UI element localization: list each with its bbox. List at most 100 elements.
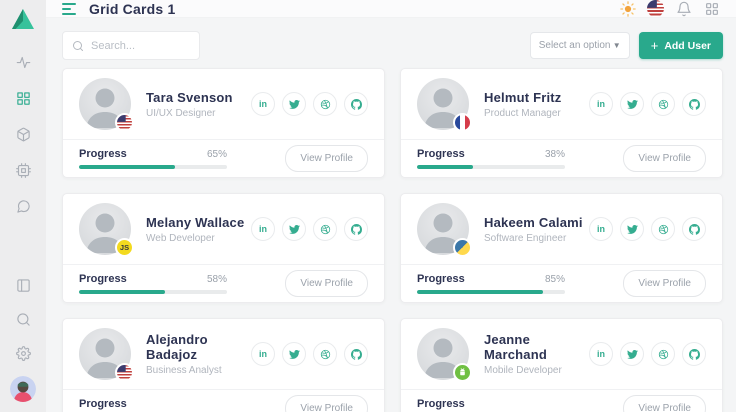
dribbble-button[interactable]: [313, 92, 337, 117]
dribbble-button[interactable]: [313, 342, 337, 367]
progress-label: Progress: [79, 148, 127, 161]
linkedin-icon: in: [259, 223, 267, 234]
github-button[interactable]: [344, 92, 368, 117]
dribbble-button[interactable]: [651, 217, 675, 242]
github-icon: [688, 348, 700, 360]
dribbble-button[interactable]: [651, 92, 675, 117]
language-us-flag-icon[interactable]: [647, 0, 664, 17]
linkedin-button[interactable]: in: [251, 92, 275, 117]
linkedin-button[interactable]: in: [589, 342, 613, 367]
progress-bar: [417, 165, 565, 170]
main-area: Grid Cards 1 Select an option ▼ +: [46, 0, 736, 412]
plus-icon: +: [650, 38, 659, 53]
sidebar-item-activity[interactable]: [5, 44, 41, 80]
user-role: Business Analyst: [146, 365, 222, 377]
activity-icon: [16, 56, 30, 68]
twitter-icon: [288, 349, 300, 359]
github-button[interactable]: [344, 342, 368, 367]
user-name: Hakeem Calami: [484, 214, 583, 230]
github-icon: [350, 223, 362, 235]
view-profile-button[interactable]: View Profile: [623, 395, 706, 412]
progress-percent: 58%: [206, 274, 227, 286]
view-profile-button[interactable]: View Profile: [623, 270, 706, 298]
view-profile-button[interactable]: View Profile: [285, 395, 368, 412]
sidebar-item-system[interactable]: [5, 152, 41, 188]
user-role: Mobile Developer: [484, 365, 562, 377]
progress-percent: 38%: [544, 149, 565, 161]
twitter-icon: [288, 224, 300, 234]
notifications-bell-icon[interactable]: [675, 0, 692, 17]
theme-sun-icon[interactable]: [619, 0, 636, 17]
twitter-button[interactable]: [620, 217, 644, 242]
progress-block: Progress 65%: [79, 148, 227, 170]
avatar: [79, 78, 134, 133]
linkedin-icon: in: [259, 98, 267, 109]
dribbble-button[interactable]: [651, 342, 675, 367]
option-select[interactable]: Select an option ▼: [529, 32, 630, 59]
cube-icon: [16, 127, 30, 141]
chat-bubble-icon: [16, 199, 30, 213]
sidebar-item-settings[interactable]: [5, 336, 41, 370]
progress-fill: [417, 165, 474, 170]
add-user-label: Add User: [664, 39, 711, 52]
github-button[interactable]: [344, 217, 368, 242]
sidebar-item-components[interactable]: [5, 116, 41, 152]
linkedin-icon: in: [597, 223, 605, 234]
toolbar: Select an option ▼ + Add User: [46, 18, 736, 60]
apps-grid-icon[interactable]: [703, 0, 720, 17]
linkedin-button[interactable]: in: [589, 92, 613, 117]
dribbble-icon: [320, 349, 330, 359]
sidebar-item-search[interactable]: [5, 302, 41, 336]
view-profile-button[interactable]: View Profile: [623, 145, 706, 173]
social-links: in: [589, 342, 706, 367]
header-icons: [619, 0, 720, 17]
twitter-button[interactable]: [620, 92, 644, 117]
chevron-down-icon: ▼: [612, 41, 621, 50]
progress-bar: [417, 290, 565, 295]
linkedin-button[interactable]: in: [589, 217, 613, 242]
skill-badge: [453, 363, 472, 383]
github-button[interactable]: [682, 342, 706, 367]
menu-toggle-icon[interactable]: [62, 1, 76, 17]
progress-label: Progress: [417, 148, 465, 161]
linkedin-button[interactable]: in: [251, 217, 275, 242]
user-profile-avatar[interactable]: [10, 376, 36, 402]
progress-block: Progress 85%: [417, 273, 565, 295]
github-button[interactable]: [682, 217, 706, 242]
android-icon: [460, 368, 465, 376]
grid-apps-icon: [16, 91, 30, 105]
progress-fill: [417, 290, 543, 295]
progress-block: Progress 38%: [417, 148, 565, 170]
progress-label: Progress: [79, 273, 127, 286]
linkedin-button[interactable]: in: [251, 342, 275, 367]
twitter-icon: [626, 224, 638, 234]
avatar: JS: [79, 203, 134, 258]
user-card: Tara Svenson UI/UX Designer in: [62, 68, 385, 178]
twitter-button[interactable]: [620, 342, 644, 367]
app-logo-triangle-icon[interactable]: [11, 8, 35, 30]
user-name: Jeanne Marchand: [484, 332, 548, 363]
search-input[interactable]: [91, 39, 190, 52]
sidebar-nav: [5, 44, 41, 224]
dribbble-button[interactable]: [313, 217, 337, 242]
user-role: UI/UX Designer: [146, 107, 216, 119]
twitter-button[interactable]: [282, 92, 306, 117]
skill-badge: JS: [115, 238, 134, 258]
settings-gear-icon: [15, 345, 31, 361]
avatar: [417, 203, 472, 258]
progress-bar: [79, 290, 227, 295]
view-profile-button[interactable]: View Profile: [285, 145, 368, 173]
github-button[interactable]: [682, 92, 706, 117]
sidebar-item-messages[interactable]: [5, 188, 41, 224]
view-profile-button[interactable]: View Profile: [285, 270, 368, 298]
github-icon: [350, 98, 362, 110]
twitter-button[interactable]: [282, 342, 306, 367]
progress-label: Progress: [417, 273, 465, 286]
twitter-icon: [288, 99, 300, 109]
twitter-button[interactable]: [282, 217, 306, 242]
user-role: Software Engineer: [484, 232, 567, 244]
add-user-button[interactable]: + Add User: [638, 32, 723, 59]
sidebar-item-layout[interactable]: [5, 268, 41, 302]
progress-percent: 85%: [544, 274, 565, 286]
sidebar-item-grid-cards[interactable]: [5, 80, 41, 116]
